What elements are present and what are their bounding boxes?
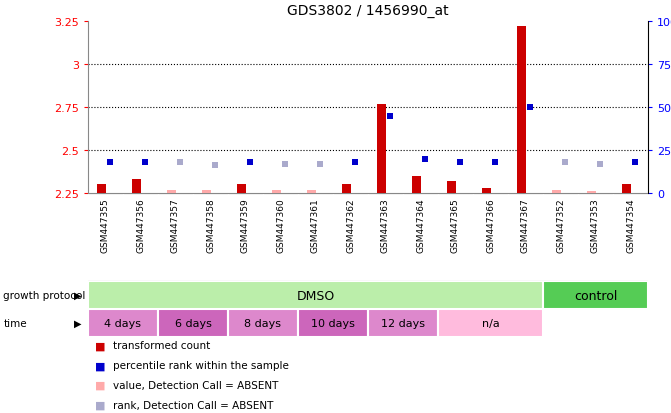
Bar	[587, 192, 596, 194]
Text: GSM447357: GSM447357	[171, 198, 180, 252]
Bar	[298, 309, 368, 337]
Bar	[438, 309, 543, 337]
Text: 6 days: 6 days	[174, 318, 211, 328]
Bar	[342, 185, 351, 194]
Text: growth protocol: growth protocol	[3, 290, 86, 300]
Bar	[517, 27, 525, 194]
Text: ▶: ▶	[74, 290, 81, 300]
Text: ■: ■	[95, 380, 105, 390]
Bar	[132, 180, 141, 194]
Text: GSM447358: GSM447358	[206, 198, 215, 252]
Text: rank, Detection Call = ABSENT: rank, Detection Call = ABSENT	[113, 400, 274, 410]
Text: ■: ■	[95, 400, 105, 410]
Bar	[158, 309, 228, 337]
Text: value, Detection Call = ABSENT: value, Detection Call = ABSENT	[113, 380, 279, 390]
Bar	[412, 176, 421, 194]
Text: DMSO: DMSO	[297, 289, 335, 302]
Text: GSM447353: GSM447353	[591, 198, 600, 252]
Text: ■: ■	[95, 360, 105, 370]
Text: GSM447364: GSM447364	[416, 198, 425, 252]
Text: GSM447365: GSM447365	[451, 198, 460, 252]
Bar	[97, 185, 105, 194]
Text: 10 days: 10 days	[311, 318, 355, 328]
Bar	[368, 309, 438, 337]
Bar	[272, 190, 280, 194]
Bar	[447, 182, 456, 194]
Bar	[307, 190, 315, 194]
Text: GSM447356: GSM447356	[136, 198, 145, 252]
Text: transformed count: transformed count	[113, 340, 211, 351]
Text: GSM447363: GSM447363	[381, 198, 390, 252]
Bar	[622, 185, 631, 194]
Bar	[88, 281, 543, 309]
Text: n/a: n/a	[482, 318, 499, 328]
Text: ▶: ▶	[74, 318, 81, 328]
Text: 4 days: 4 days	[105, 318, 142, 328]
Text: time: time	[3, 318, 27, 328]
Text: GSM447352: GSM447352	[556, 198, 565, 252]
Text: GSM447362: GSM447362	[346, 198, 355, 252]
Text: GSM447355: GSM447355	[101, 198, 110, 252]
Bar	[202, 190, 211, 194]
Text: GSM447367: GSM447367	[521, 198, 530, 252]
Text: GSM447359: GSM447359	[241, 198, 250, 252]
Text: GSM447366: GSM447366	[486, 198, 495, 252]
Bar	[167, 190, 176, 194]
Bar	[88, 309, 158, 337]
Text: GSM447360: GSM447360	[276, 198, 285, 252]
Text: 12 days: 12 days	[381, 318, 425, 328]
Title: GDS3802 / 1456990_at: GDS3802 / 1456990_at	[287, 4, 449, 18]
Text: control: control	[574, 289, 617, 302]
Text: percentile rank within the sample: percentile rank within the sample	[113, 360, 289, 370]
Text: GSM447354: GSM447354	[626, 198, 635, 252]
Bar	[377, 104, 386, 194]
Text: GSM447361: GSM447361	[311, 198, 320, 252]
Bar	[482, 188, 491, 194]
Text: ■: ■	[95, 340, 105, 351]
Bar	[228, 309, 298, 337]
Bar	[543, 281, 648, 309]
Text: 8 days: 8 days	[244, 318, 282, 328]
Bar	[237, 185, 246, 194]
Bar	[552, 190, 561, 194]
